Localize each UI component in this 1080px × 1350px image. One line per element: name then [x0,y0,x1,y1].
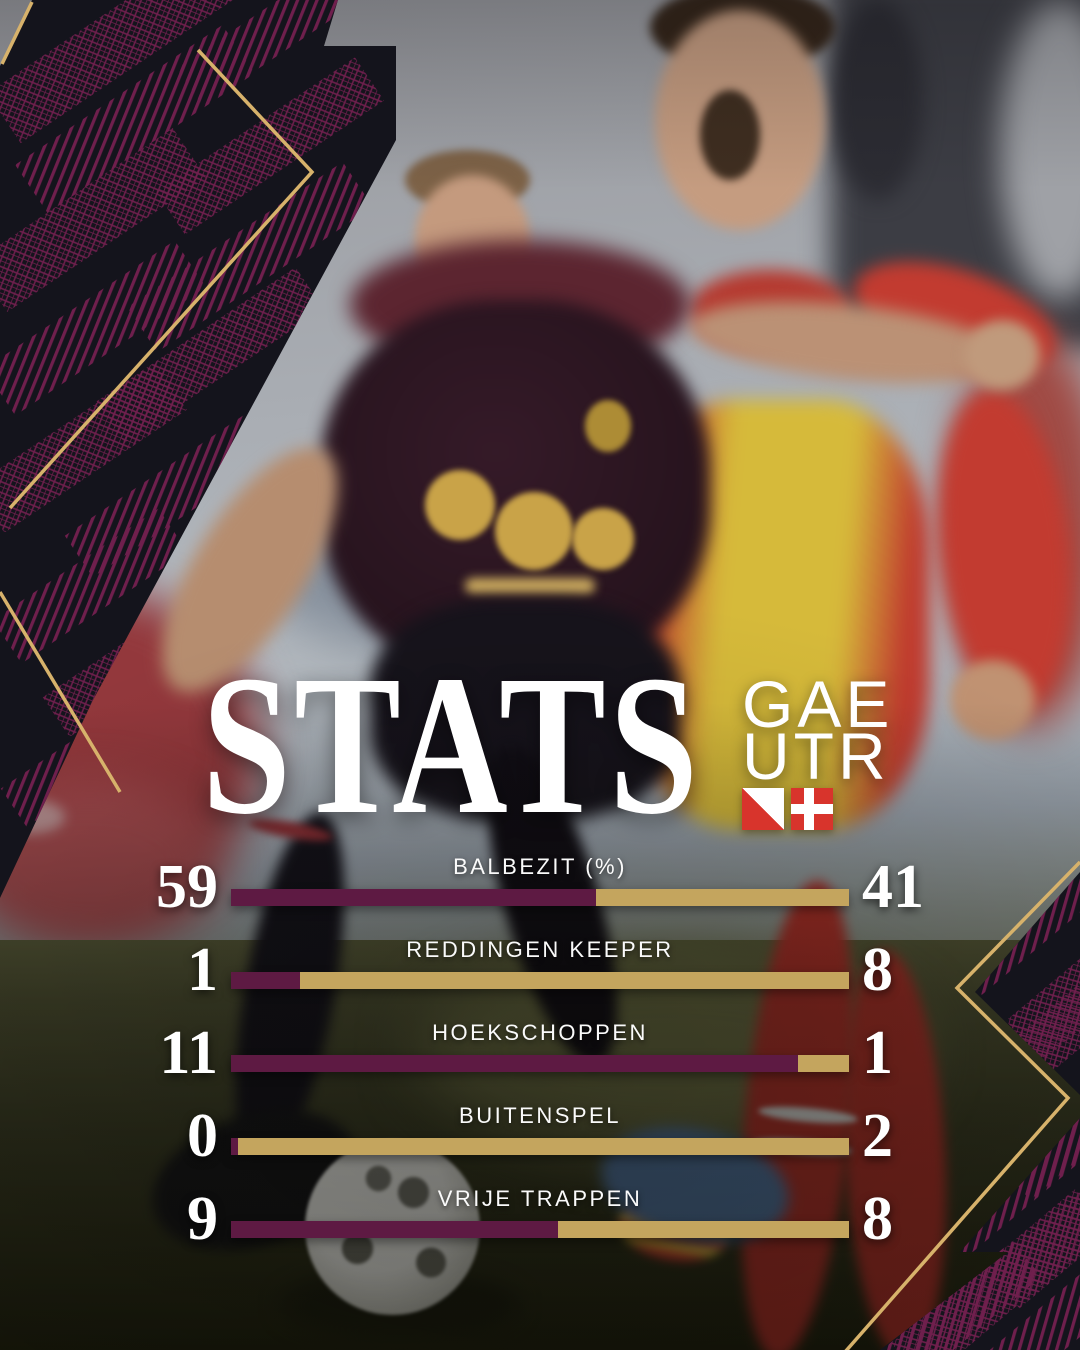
stat-bar-right-segment [558,1221,849,1238]
stat-bar [231,889,849,906]
stat-bar-line: 9 8 [148,1188,932,1250]
stat-value-right: 8 [862,936,893,1004]
team-home-abbr: GAE [742,667,894,741]
stat-bar-right-segment [238,1138,849,1155]
stat-bar-left-segment [231,1221,559,1238]
team-away-abbr: UTR [742,719,890,793]
stat-value-right: 1 [862,1019,893,1087]
stat-row: BALBEZIT (%) 59 41 [148,848,932,918]
stat-value-right: 41 [862,853,924,921]
stat-bar-line: 0 2 [148,1105,932,1167]
stat-bar [231,1055,849,1072]
stat-bar [231,1221,849,1238]
stat-label: VRIJE TRAPPEN [437,1186,643,1211]
stat-bar-right-segment [595,889,849,906]
stat-value-left: 9 [187,1185,218,1253]
stat-row: BUITENSPEL 0 2 [148,1097,932,1167]
stat-value-right: 8 [862,1185,893,1253]
stats-list: BALBEZIT (%) 59 41 REDDINGEN KEEPER 1 8 [148,848,932,1263]
stat-value-left: 1 [187,936,218,1004]
stat-value-right: 2 [862,1102,893,1170]
stat-row: REDDINGEN KEEPER 1 8 [148,931,932,1001]
stat-row: VRIJE TRAPPEN 9 8 [148,1180,932,1250]
stat-bar-left-segment [231,889,596,906]
stat-bar-right-segment [299,972,849,989]
stat-bar [231,972,849,989]
diagonal-white-red-flag-icon [742,788,784,830]
stat-value-left: 59 [156,853,218,921]
stat-bar-left-segment [231,972,300,989]
stat-label: HOEKSCHOPPEN [432,1020,648,1045]
stat-label: BUITENSPEL [459,1103,621,1128]
team-flags [742,788,893,830]
stat-bar-line: 59 41 [148,856,932,918]
stat-value-left: 11 [159,1019,218,1087]
page-title: STATS [202,635,702,856]
stat-bar-line: 1 8 [148,939,932,1001]
stat-bar-left-segment [231,1138,239,1155]
stat-bar-right-segment [797,1055,849,1072]
stat-row: HOEKSCHOPPEN 11 1 [148,1014,932,1084]
red-white-cross-flag-icon [791,788,833,830]
stat-bar-line: 11 1 [148,1022,932,1084]
team-abbreviations: GAE UTR [742,667,894,830]
stat-value-left: 0 [187,1102,218,1170]
stat-label: REDDINGEN KEEPER [406,937,674,962]
stat-bar [231,1138,849,1155]
stat-label: BALBEZIT (%) [453,854,627,879]
stat-bar-left-segment [231,1055,798,1072]
